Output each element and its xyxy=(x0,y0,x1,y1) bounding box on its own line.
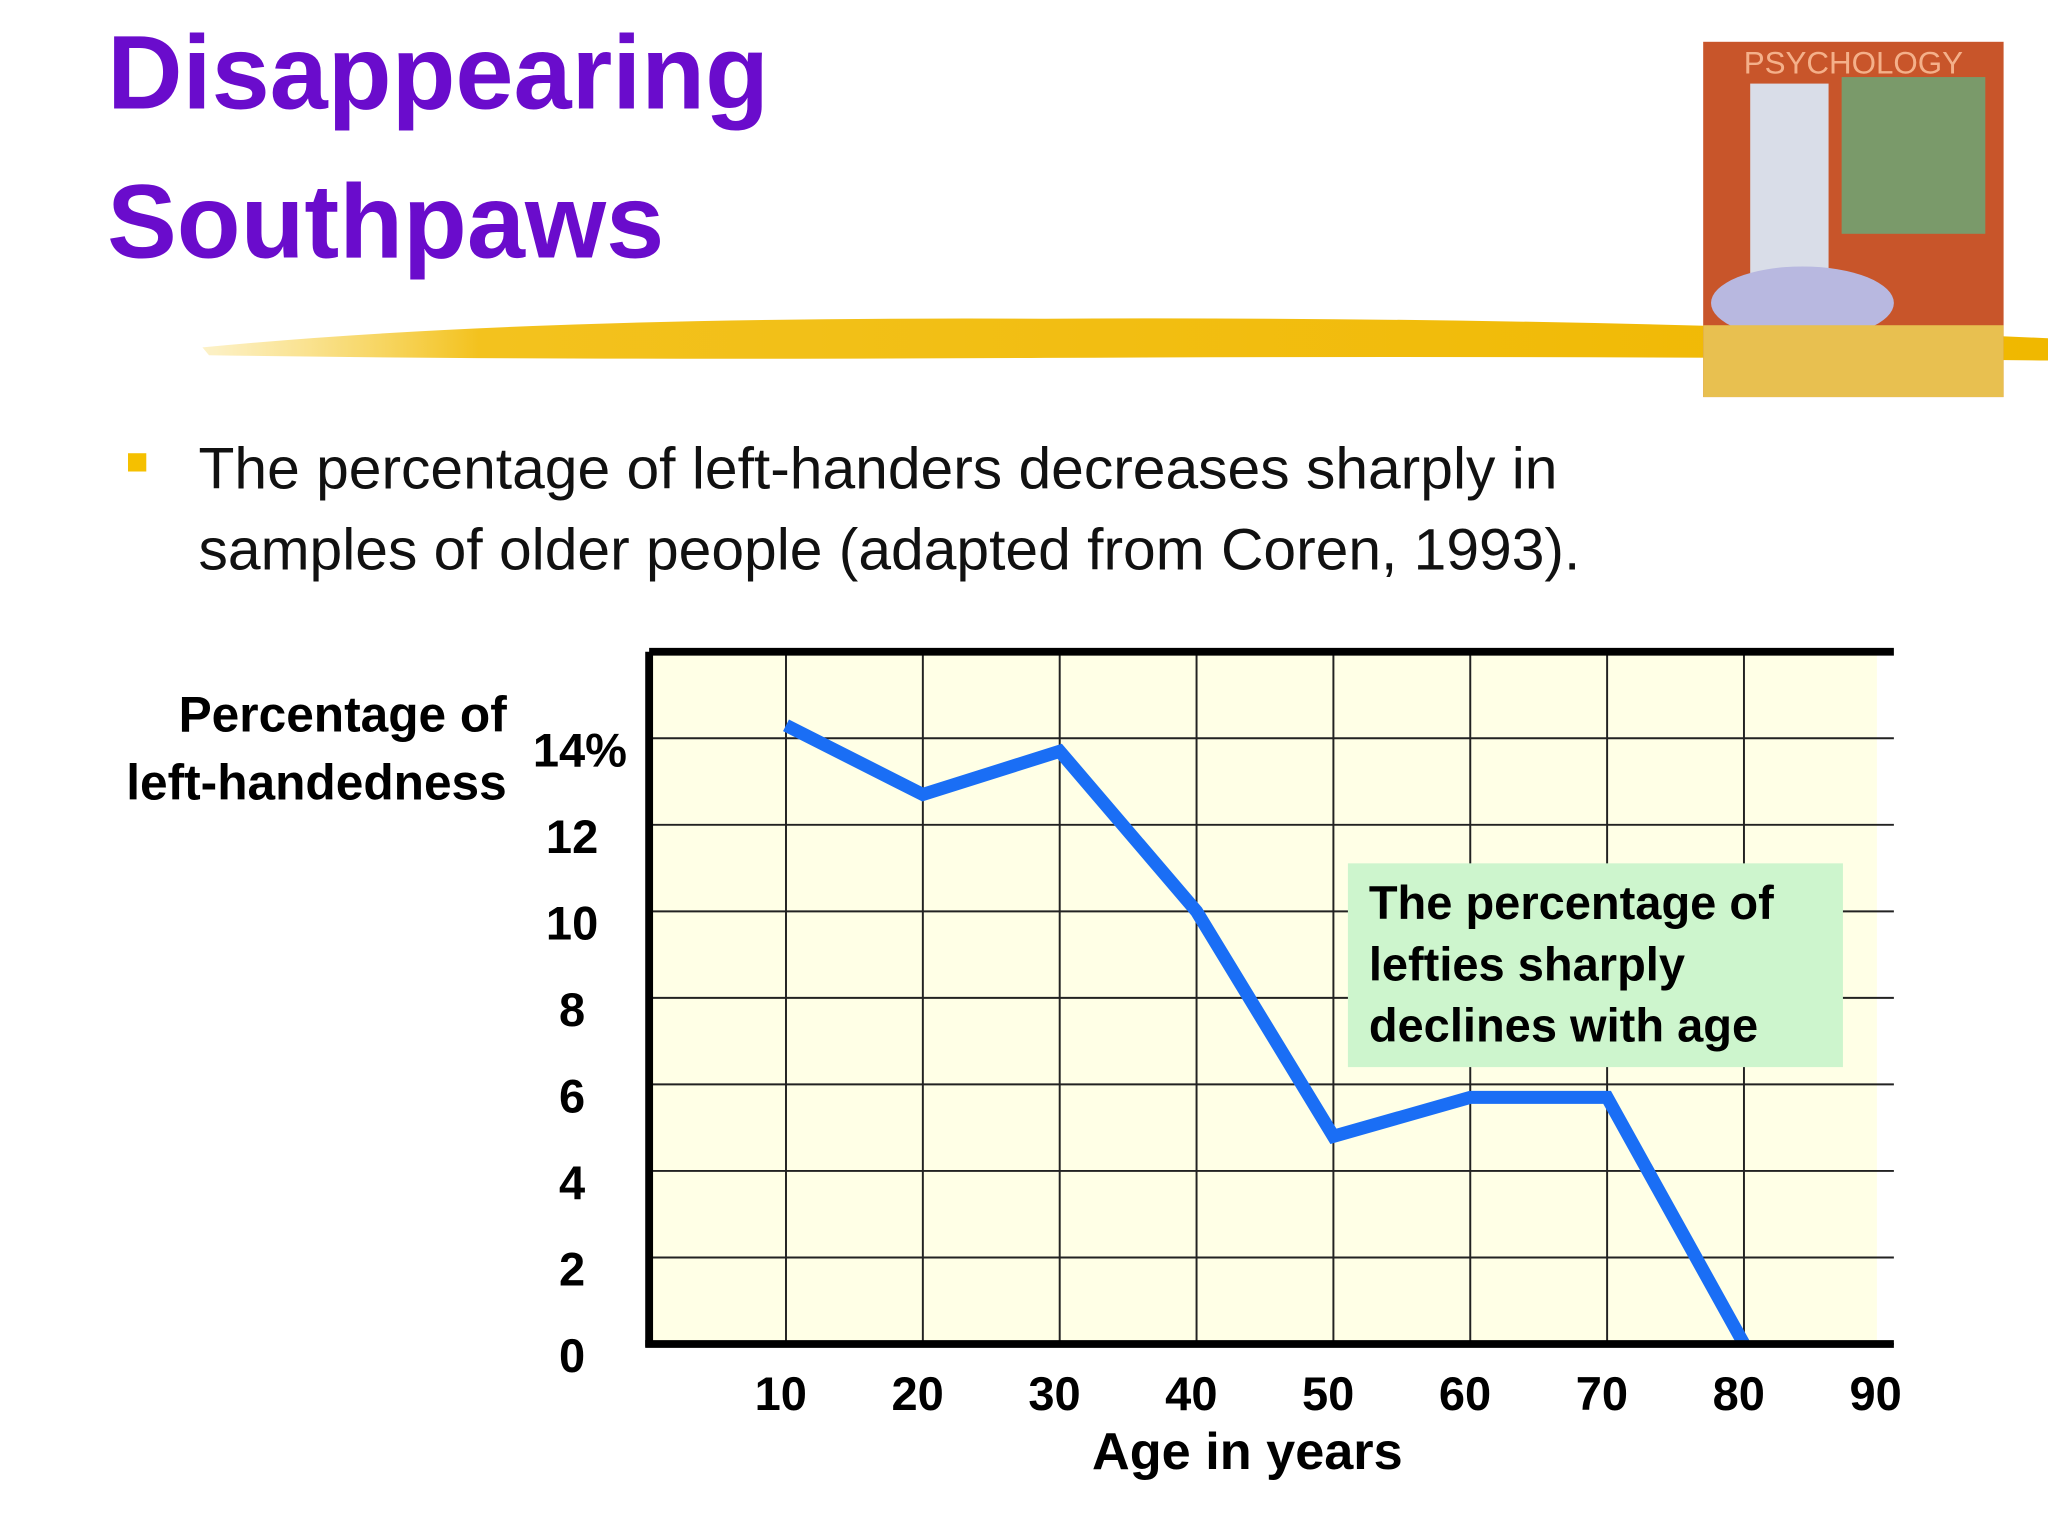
annotation-box xyxy=(1347,863,1843,1068)
y-tick-label: 4 xyxy=(559,1156,585,1209)
x-tick-label: 80 xyxy=(1713,1367,1765,1420)
x-tick-label: 70 xyxy=(1576,1367,1628,1420)
x-tick-label: 90 xyxy=(1849,1367,1901,1420)
y-tick-label: 8 xyxy=(559,983,585,1036)
x-tick-label: 30 xyxy=(1028,1367,1080,1420)
y-tick-label: 14% xyxy=(533,723,627,776)
y-axis-label: Percentage of xyxy=(179,686,508,742)
bullet-text: samples of older people (adapted from Co… xyxy=(199,517,1581,582)
x-tick-label: 50 xyxy=(1302,1367,1354,1420)
title-line: Disappearing xyxy=(107,15,769,132)
y-axis-label: left-handedness xyxy=(126,754,507,810)
bullet-text: The percentage of left-handers decreases… xyxy=(199,436,1558,501)
brush-stroke xyxy=(202,318,2048,361)
annotation: The percentage of xyxy=(1369,876,1774,929)
book-cover: PSYCHOLOGY xyxy=(1703,41,2004,398)
x-tick-label: 20 xyxy=(891,1367,943,1420)
y-tick-label: 6 xyxy=(559,1070,585,1123)
y-tick-label: 0 xyxy=(559,1329,585,1382)
y-tick-label: 10 xyxy=(546,896,598,949)
data-line xyxy=(783,719,1750,1348)
x-tick-label: 60 xyxy=(1439,1367,1491,1420)
annotation: lefties sharply xyxy=(1369,937,1685,990)
cover-title: PSYCHOLOGY xyxy=(1744,46,1963,81)
x-axis-label: Age in years xyxy=(1092,1423,1403,1481)
y-tick-label: 2 xyxy=(559,1243,585,1296)
annotation: declines with age xyxy=(1369,999,1758,1052)
x-tick-label: 10 xyxy=(755,1367,807,1420)
title-line: Southpaws xyxy=(107,163,664,280)
x-tick-label: 40 xyxy=(1165,1367,1217,1420)
bullet-marker xyxy=(128,453,147,472)
y-tick-label: 12 xyxy=(546,810,598,863)
